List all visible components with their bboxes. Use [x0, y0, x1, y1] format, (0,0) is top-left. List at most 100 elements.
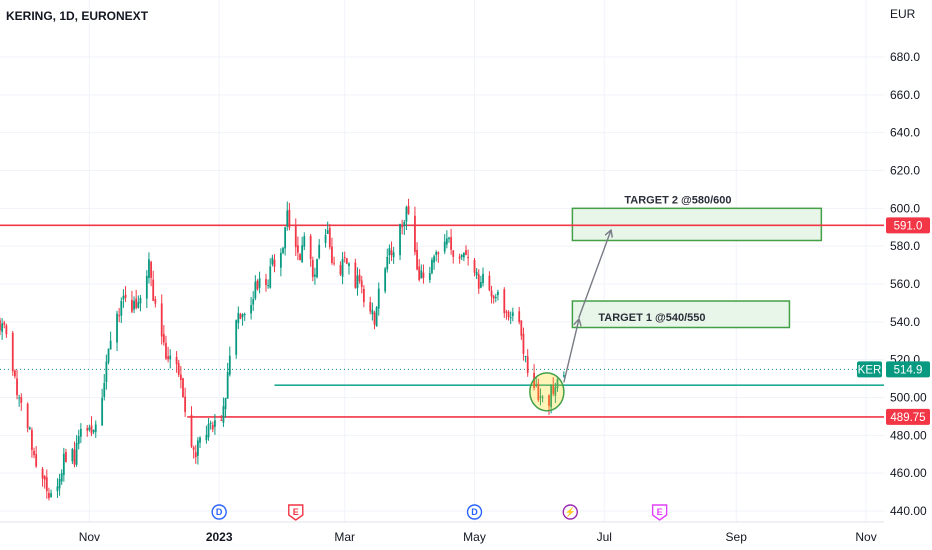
target-zone-label-2: TARGET 2 @580/600 [624, 194, 731, 206]
candle-body [503, 289, 506, 314]
last-price-tag [886, 361, 930, 378]
event-marker-label: D [471, 507, 478, 517]
candle-body [354, 262, 357, 288]
candle-body [194, 452, 197, 458]
event-marker-label: D [216, 507, 223, 517]
symbol-tag-label: KER [858, 364, 882, 376]
candle-body [118, 315, 121, 317]
candle-body [239, 314, 242, 319]
highlight-circle [529, 372, 565, 412]
candle-body [279, 252, 282, 268]
candle-body [258, 278, 261, 288]
symbol-tag [857, 361, 882, 378]
candle-body [250, 305, 252, 314]
event-marker-earnings[interactable]: E [651, 504, 668, 521]
candle-body [488, 275, 491, 291]
price-tick-label: 600.0 [890, 201, 920, 215]
candle-body [505, 311, 508, 313]
candle-body [109, 340, 112, 350]
candle-body [522, 333, 525, 354]
candle-body [131, 300, 133, 312]
event-marker-news[interactable]: ⚡ [562, 504, 578, 520]
price-axis[interactable]: 440.00460.00480.00500.00520.0540.0560.05… [857, 50, 930, 518]
candle-body [311, 259, 314, 278]
candle-body [301, 245, 304, 263]
candle-body [526, 356, 529, 374]
candle-body [139, 297, 142, 304]
candle-body [105, 361, 108, 383]
candle-body [207, 423, 210, 438]
candle-body [154, 299, 157, 304]
candle-body [345, 258, 348, 264]
candle-body [73, 449, 76, 465]
candle-body [241, 314, 244, 318]
earnings-icon [651, 504, 668, 521]
candle-body [273, 259, 276, 267]
candle-body [75, 442, 78, 465]
candle-body [107, 348, 110, 363]
candle-body [339, 265, 342, 275]
event-marker-dividend[interactable]: D [466, 504, 483, 520]
candle-body [43, 475, 46, 480]
candle-body [518, 311, 521, 323]
candle-body [422, 272, 425, 278]
price-tick-label: 480.00 [890, 428, 927, 442]
candle-body [220, 419, 223, 421]
candle-body [13, 370, 16, 377]
candle-body [358, 274, 361, 282]
candle-body [90, 425, 93, 434]
candle-body [494, 297, 497, 299]
candle-body [326, 230, 329, 234]
candle-body [437, 252, 440, 255]
candle-body [541, 397, 544, 399]
candle-body [460, 255, 463, 257]
candle-body [214, 420, 216, 427]
candle-body [18, 397, 21, 399]
candle-body [465, 250, 467, 255]
candle-body [56, 486, 59, 492]
price-tick-label: 540.0 [890, 315, 920, 329]
candle-body [5, 325, 8, 335]
candle-body [184, 396, 187, 413]
candle-body [211, 424, 214, 430]
candle-body [416, 249, 418, 270]
level-price-tag [886, 217, 930, 234]
candle-body [224, 397, 227, 410]
candle-body [552, 386, 555, 394]
level-lines [0, 224, 884, 418]
price-tick-label: 500.00 [890, 391, 927, 405]
candle-body [556, 378, 559, 389]
candle-body [94, 424, 97, 433]
candle-body [177, 363, 180, 375]
time-tick-label: Nov [855, 530, 876, 544]
candle-body [479, 282, 482, 288]
candle-body [362, 289, 365, 303]
candle-body [341, 258, 344, 277]
event-marker-dividend[interactable]: D [211, 504, 227, 520]
candle-body [537, 383, 540, 400]
candle-body [179, 374, 182, 380]
candle-body [116, 313, 118, 343]
candle-body [120, 300, 123, 316]
candle-body [205, 434, 208, 441]
target-zone-2 [571, 207, 823, 242]
time-tick-label: Jul [597, 530, 612, 544]
candle-body [1, 323, 4, 332]
candle-body [28, 427, 31, 430]
candle-body [550, 385, 553, 408]
candle-body [79, 428, 82, 437]
candle-body [45, 477, 48, 492]
candle-body [92, 429, 95, 432]
candle-body [303, 236, 306, 247]
candle-body [392, 252, 395, 258]
candle-body [58, 478, 61, 489]
candles [0, 198, 565, 501]
event-marker-label: ⚡ [565, 506, 576, 518]
candle-body [475, 271, 478, 276]
time-tick-label: Mar [334, 530, 355, 544]
event-marker-earnings[interactable]: E [288, 504, 304, 521]
event-marker-label: E [293, 507, 299, 517]
price-tick-label: 560.0 [890, 277, 920, 291]
time-axis[interactable]: Nov 2023 Mar May Jul Sep Nov [79, 530, 877, 544]
